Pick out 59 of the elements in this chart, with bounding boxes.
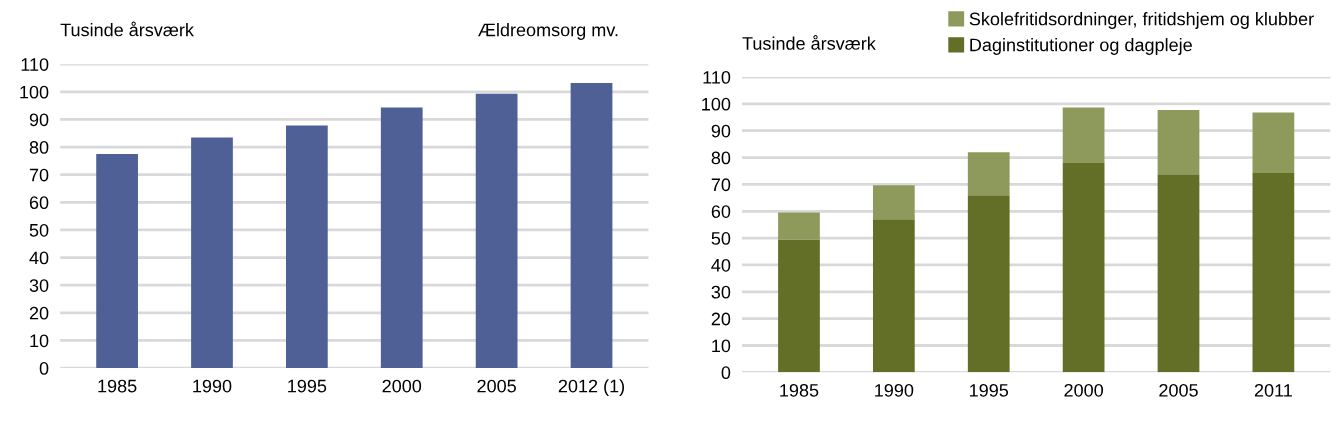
x-tick-label: 2011 bbox=[1254, 383, 1292, 397]
y-axis-title: Tusinde årsværk bbox=[60, 21, 194, 37]
y-tick-label: 20 bbox=[29, 306, 49, 320]
y-tick-label: 90 bbox=[711, 124, 731, 138]
bar bbox=[1252, 112, 1295, 173]
legend-label: Skolefritidsordninger, fritidshjem og klubber bbox=[969, 12, 1314, 29]
y-tick-label: 80 bbox=[711, 151, 731, 165]
bar bbox=[1157, 110, 1200, 175]
y-tick-label: 100 bbox=[702, 97, 731, 111]
legend-label: Daginstitutioner og dagpleje bbox=[970, 38, 1192, 55]
bar bbox=[872, 219, 915, 373]
bar bbox=[872, 185, 915, 220]
x-tick-label: 1995 bbox=[288, 379, 327, 393]
y-tick-label: 0 bbox=[39, 362, 49, 375]
x-tick-label: 2000 bbox=[1064, 383, 1103, 397]
bar bbox=[778, 212, 820, 240]
y-tick-label: 110 bbox=[703, 70, 731, 84]
y-tick-label: 40 bbox=[711, 258, 731, 272]
bar bbox=[1157, 174, 1200, 373]
chart-title: Ældreomsorg mv. bbox=[478, 23, 618, 40]
y-tick-label: 30 bbox=[29, 279, 49, 292]
y-tick-label: 10 bbox=[712, 339, 731, 353]
x-tick-label: 1995 bbox=[970, 383, 1009, 397]
y-tick-label: 60 bbox=[29, 196, 49, 210]
x-tick-label: 2005 bbox=[477, 379, 516, 393]
bar bbox=[1062, 107, 1105, 163]
y-tick-label: 80 bbox=[29, 141, 49, 154]
y-axis-title: Tusinde årsværk bbox=[742, 35, 876, 50]
bar bbox=[1252, 172, 1295, 373]
y-tick-label: 60 bbox=[711, 205, 731, 218]
x-tick-label: 2012 (1) bbox=[558, 379, 625, 397]
y-tick-label: 50 bbox=[711, 232, 731, 245]
bar bbox=[1062, 162, 1105, 373]
bar bbox=[285, 125, 328, 369]
x-tick-label: 1985 bbox=[780, 383, 819, 397]
x-tick-label: 2000 bbox=[382, 379, 422, 393]
bar bbox=[570, 82, 613, 369]
y-tick-label: 70 bbox=[711, 178, 731, 192]
bar bbox=[967, 195, 1010, 373]
bar bbox=[967, 152, 1010, 196]
bar bbox=[191, 137, 233, 369]
y-tick-label: 0 bbox=[721, 366, 731, 380]
bar bbox=[96, 153, 138, 369]
y-tick-label: 90 bbox=[29, 113, 49, 127]
x-tick-label: 2005 bbox=[1159, 383, 1198, 397]
y-tick-label: 70 bbox=[29, 168, 49, 182]
x-tick-label: 1985 bbox=[98, 379, 137, 393]
bar bbox=[380, 107, 423, 369]
y-tick-label: 110 bbox=[21, 58, 49, 71]
y-tick-label: 50 bbox=[29, 223, 49, 237]
y-tick-label: 10 bbox=[30, 334, 49, 348]
y-tick-label: 30 bbox=[711, 285, 731, 299]
y-tick-label: 100 bbox=[20, 85, 49, 99]
y-tick-label: 40 bbox=[29, 251, 49, 265]
x-tick-label: 1990 bbox=[193, 379, 232, 393]
bar bbox=[475, 93, 518, 369]
x-tick-label: 1990 bbox=[875, 383, 914, 397]
bar bbox=[778, 239, 820, 373]
y-tick-label: 20 bbox=[711, 312, 731, 326]
